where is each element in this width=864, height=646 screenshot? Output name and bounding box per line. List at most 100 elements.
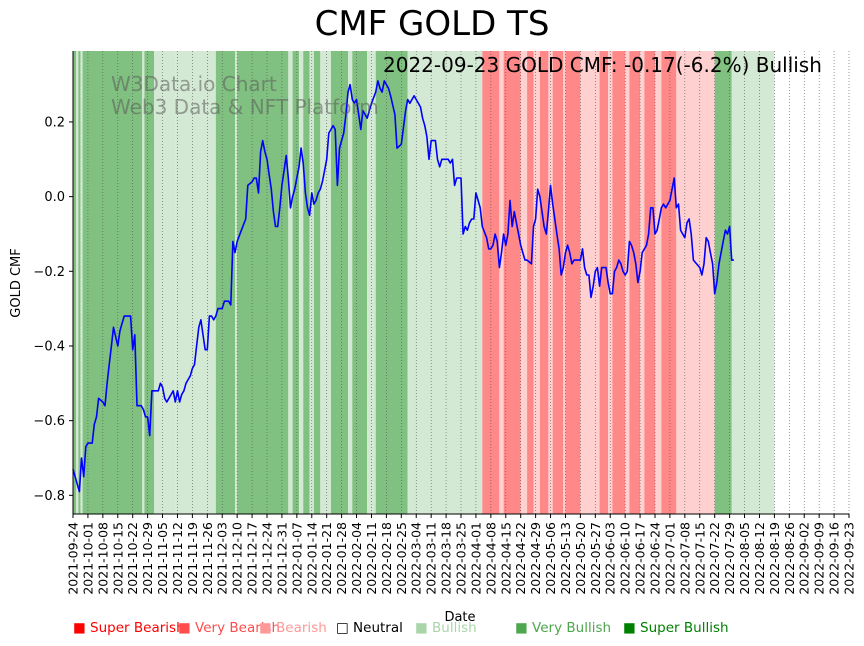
region-47 (714, 51, 732, 514)
x-tick-label-40: 2022-07-01 (662, 522, 677, 595)
region-0 (73, 51, 77, 514)
x-tick-label-8: 2021-11-19 (185, 522, 200, 595)
x-tick-label-50: 2022-09-09 (812, 522, 827, 595)
region-48 (731, 51, 775, 514)
x-tick-label-32: 2022-05-06 (543, 522, 558, 595)
x-tick-label-33: 2022-05-13 (558, 522, 573, 595)
chart-title: CMF GOLD TS (314, 4, 550, 44)
x-tick-label-43: 2022-07-22 (707, 522, 722, 595)
x-tick-label-21: 2022-02-18 (379, 522, 394, 595)
x-tick-label-48: 2022-08-26 (782, 522, 797, 595)
x-tick-label-0: 2021-09-24 (66, 522, 81, 595)
x-tick-label-49: 2022-09-02 (797, 522, 812, 595)
region-1 (76, 51, 79, 514)
region-45 (661, 51, 677, 514)
x-tick-label-15: 2022-01-07 (289, 522, 304, 595)
x-tick-label-34: 2022-05-20 (573, 522, 588, 595)
region-43 (644, 51, 655, 514)
region-6 (144, 51, 155, 514)
region-14 (298, 51, 304, 514)
watermark-line-1: W3Data.io Chart (111, 72, 277, 96)
region-28 (520, 51, 528, 514)
x-tick-label-24: 2022-03-11 (424, 522, 439, 595)
x-tick-label-23: 2022-03-04 (409, 522, 424, 595)
x-tick-label-22: 2022-02-25 (394, 522, 409, 595)
x-tick-label-51: 2022-09-16 (827, 522, 842, 595)
region-33 (552, 51, 564, 514)
region-46 (676, 51, 715, 514)
region-2 (78, 51, 81, 514)
sentiment-regions (73, 51, 775, 514)
legend-item-bearish: ■ Bearish (259, 620, 327, 636)
region-10 (235, 51, 238, 514)
region-30 (533, 51, 540, 514)
region-15 (303, 51, 310, 514)
x-tick-label-41: 2022-07-08 (677, 522, 692, 595)
legend-item-very-bullish: ■ Very Bullish (515, 620, 612, 636)
legend-item-bullish: ■ Bullish (415, 620, 477, 636)
region-5 (142, 51, 145, 514)
x-axis-label: Date (444, 610, 475, 625)
x-tick-label-42: 2022-07-15 (692, 522, 707, 595)
region-4 (82, 51, 143, 514)
latest-value-annotation: 2022-09-23 GOLD CMF: -0.17(-6.2%) Bullis… (383, 53, 822, 77)
x-tick-label-4: 2021-10-22 (125, 522, 140, 595)
x-tick-label-39: 2022-06-24 (648, 522, 663, 595)
x-tick-label-17: 2022-01-21 (319, 522, 334, 595)
series-line-0 (72, 80, 734, 493)
region-8 (175, 51, 216, 514)
region-34 (563, 51, 566, 514)
region-18 (320, 51, 331, 514)
watermark-line-2: Web3 Data & NFT Platform (111, 95, 379, 119)
legend-item-neutral: □ Neutral (336, 620, 403, 636)
y-tick-label-3: −0.2 (33, 265, 65, 280)
x-tick-label-6: 2021-11-05 (155, 522, 170, 595)
x-tick-label-47: 2022-08-19 (767, 522, 782, 595)
region-41 (629, 51, 641, 514)
x-tick-label-12: 2021-12-17 (245, 522, 260, 595)
region-27 (503, 51, 521, 514)
x-tick-label-29: 2022-04-15 (498, 522, 513, 595)
x-tick-label-26: 2022-03-25 (454, 522, 469, 595)
region-13 (292, 51, 299, 514)
x-tick-label-5: 2021-10-29 (140, 522, 155, 595)
y-axis-ticks: −0.8 −0.6 −0.4 −0.2 0.0 0.2 (33, 115, 73, 504)
legend-item-very-bearish: ■ Very Bearish (178, 620, 281, 636)
x-tick-label-30: 2022-04-22 (513, 522, 528, 595)
x-tick-label-27: 2022-04-01 (468, 522, 483, 595)
x-tick-label-35: 2022-05-27 (588, 522, 603, 595)
x-tick-label-1: 2021-10-01 (80, 522, 95, 595)
region-40 (625, 51, 630, 514)
x-tick-label-38: 2022-06-17 (633, 522, 648, 595)
region-23 (375, 51, 408, 514)
region-20 (348, 51, 353, 514)
y-tick-label-1: −0.6 (33, 414, 65, 429)
y-tick-label-2: −0.4 (33, 339, 65, 354)
region-29 (527, 51, 534, 514)
region-39 (612, 51, 626, 514)
x-tick-label-3: 2021-10-15 (110, 522, 125, 595)
region-44 (655, 51, 662, 514)
x-tick-label-13: 2021-12-24 (260, 522, 275, 595)
x-tick-label-25: 2022-03-18 (439, 522, 454, 595)
y-tick-label-0: −0.8 (33, 489, 65, 504)
y-tick-label-5: 0.2 (44, 115, 65, 130)
x-tick-label-20: 2022-02-11 (364, 522, 379, 595)
region-26 (499, 51, 504, 514)
region-9 (215, 51, 236, 514)
region-3 (80, 51, 83, 514)
region-35 (565, 51, 581, 514)
region-19 (330, 51, 349, 514)
x-tick-label-45: 2022-08-05 (737, 522, 752, 595)
region-12 (288, 51, 293, 514)
x-tick-label-31: 2022-04-29 (528, 522, 543, 595)
region-42 (640, 51, 645, 514)
legend-item-super-bearish: ■ Super Bearish (73, 620, 185, 636)
region-11 (237, 51, 289, 514)
x-tick-label-37: 2022-06-10 (618, 522, 633, 595)
x-tick-label-19: 2022-02-04 (349, 522, 364, 595)
x-tick-label-14: 2021-12-31 (274, 522, 289, 595)
series-layer (72, 80, 734, 493)
x-tick-label-52: 2022-09-23 (842, 522, 857, 595)
